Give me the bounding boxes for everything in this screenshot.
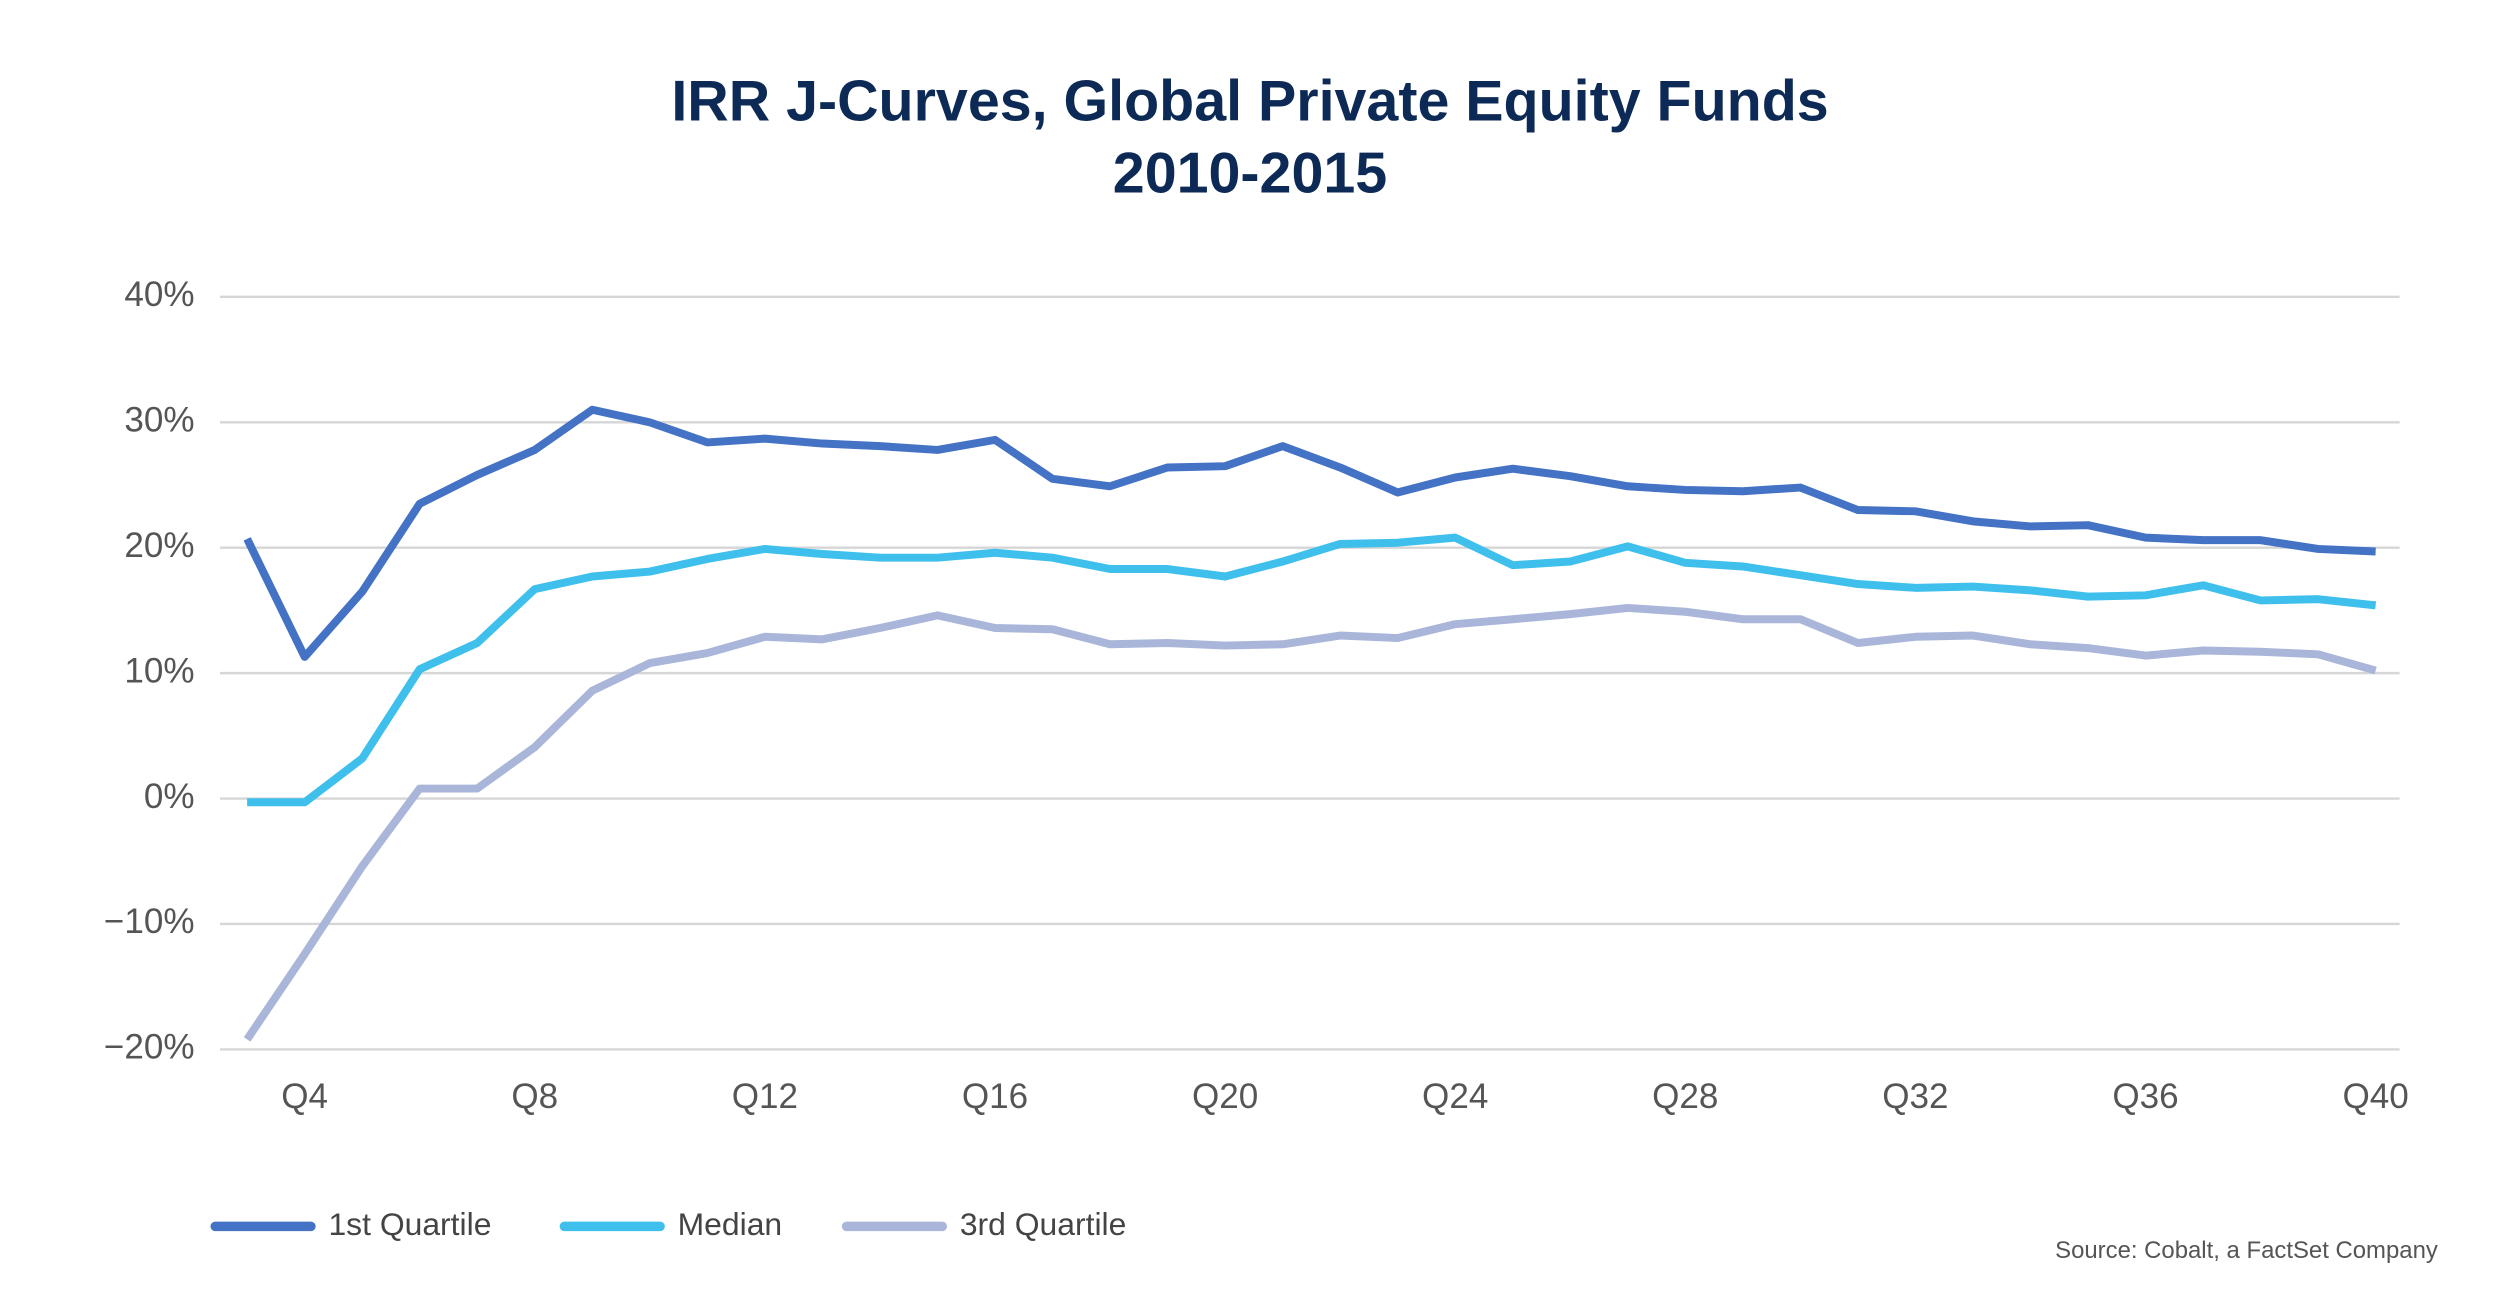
x-tick-label: Q8 — [511, 1077, 558, 1116]
x-tick-label: Q32 — [1882, 1077, 1948, 1116]
y-tick-label: −10% — [104, 902, 195, 941]
series-line — [247, 533, 2377, 807]
x-tick-label: Q24 — [1422, 1077, 1488, 1116]
source: Source: Cobalt, a FactSet Company — [2055, 1237, 2438, 1264]
legend-label: 3rd Quartile — [960, 1206, 1127, 1242]
y-tick-label: 30% — [124, 401, 194, 440]
legend-label: Median — [678, 1206, 783, 1242]
y-tick-label: 10% — [124, 651, 194, 690]
x-tick-label: Q16 — [962, 1077, 1028, 1116]
chart-title: IRR J-Curves, Global Private Equity Fund… — [671, 70, 1828, 134]
series-line — [243, 405, 2376, 661]
y-tick-label: 20% — [124, 526, 194, 565]
series-line — [243, 603, 2377, 1042]
y-tick-label: −20% — [104, 1028, 195, 1067]
x-tick-label: Q40 — [2342, 1077, 2408, 1116]
chart-subtitle: 2010-2015 — [1113, 141, 1387, 205]
legend-label: 1st Quartile — [328, 1206, 491, 1242]
x-tick-label: Q28 — [1652, 1077, 1718, 1116]
x-tick-label: Q36 — [2112, 1077, 2178, 1116]
y-tick-label: 40% — [124, 275, 194, 314]
y-tick-label: 0% — [144, 777, 195, 816]
x-tick-label: Q12 — [732, 1077, 798, 1116]
x-tick-label: Q20 — [1192, 1077, 1258, 1116]
x-tick-label: Q4 — [281, 1077, 328, 1116]
